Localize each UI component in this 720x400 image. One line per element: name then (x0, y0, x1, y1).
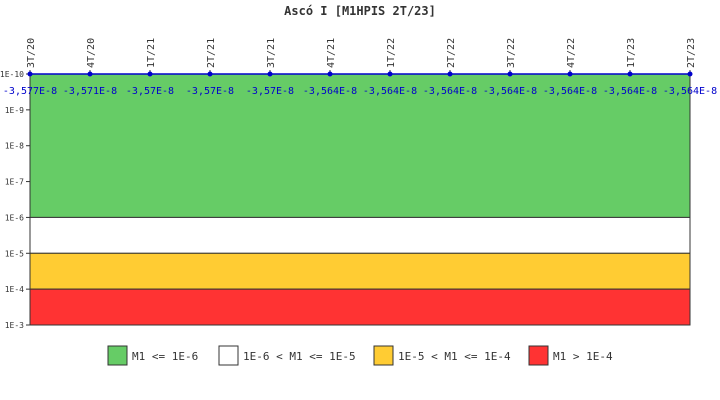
data-point (507, 71, 513, 77)
data-point (387, 71, 393, 77)
y-tick-label: 1E-9 (5, 106, 24, 115)
x-tick-label: 4T/22 (566, 38, 577, 68)
x-tick-label: 3T/20 (26, 38, 37, 68)
legend-label: M1 <= 1E-6 (132, 350, 198, 363)
data-label: -3,564E-8 (423, 86, 477, 97)
x-tick-label: 1T/21 (146, 38, 157, 68)
data-label: -3,571E-8 (63, 86, 117, 97)
x-tick-label: 4T/21 (326, 38, 337, 68)
data-point (687, 71, 693, 77)
data-label: -3,564E-8 (363, 86, 417, 97)
band-1 (29, 216, 691, 254)
legend-swatch (528, 345, 549, 366)
risk-bands (29, 73, 691, 326)
x-tick-label: 4T/20 (86, 38, 97, 68)
y-tick-label: 1E-10 (0, 70, 24, 79)
y-tick-label: 1E-4 (5, 285, 24, 294)
y-tick-label: 1E-6 (5, 213, 24, 222)
data-point (147, 71, 153, 77)
data-point (327, 71, 333, 77)
band-0 (29, 73, 691, 218)
x-tick-label: 3T/21 (266, 38, 277, 68)
x-tick-label: 1T/22 (386, 38, 397, 68)
x-axis-ticks: 3T/20 4T/20 1T/21 2T/21 3T/21 4T/21 1T/22 2T/22… (26, 38, 697, 74)
data-point (207, 71, 213, 77)
legend-swatch (373, 345, 394, 366)
x-tick-label: 2T/21 (206, 38, 217, 68)
legend-label: M1 > 1E-4 (553, 350, 613, 363)
y-tick-label: 1E-3 (5, 321, 24, 330)
point-labels: -3,577E-8 -3,571E-8 -3,57E-8 -3,57E-8 -3,57E… (3, 86, 717, 97)
legend-label: 1E-6 < M1 <= 1E-5 (243, 350, 356, 363)
legend-swatch (218, 345, 239, 366)
data-label: -3,577E-8 (3, 86, 57, 97)
y-tick-label: 1E-5 (5, 249, 24, 258)
data-point (447, 71, 453, 77)
data-label: -3,57E-8 (126, 86, 174, 97)
data-label: -3,564E-8 (663, 86, 717, 97)
data-label: -3,57E-8 (186, 86, 234, 97)
data-label: -3,564E-8 (303, 86, 357, 97)
chart-title: Ascó I [M1HPIS 2T/23] (284, 4, 436, 18)
data-label: -3,564E-8 (483, 86, 537, 97)
data-point (567, 71, 573, 77)
x-tick-label: 1T/23 (626, 38, 637, 68)
y-axis-ticks: 1E-10 1E-9 1E-8 1E-7 1E-6 1E-5 1E-4 1E-3 (0, 70, 30, 330)
y-tick-label: 1E-8 (5, 142, 24, 151)
data-label: -3,564E-8 (543, 86, 597, 97)
data-point (627, 71, 633, 77)
legend-swatch (107, 345, 128, 366)
legend: M1 <= 1E-6 1E-6 < M1 <= 1E-5 1E-5 < M1 <= … (107, 345, 613, 366)
data-label: -3,564E-8 (603, 86, 657, 97)
y-tick-label: 1E-7 (5, 178, 24, 187)
data-point (87, 71, 93, 77)
x-tick-label: 3T/22 (506, 38, 517, 68)
legend-label: 1E-5 < M1 <= 1E-4 (398, 350, 511, 363)
data-label: -3,57E-8 (246, 86, 294, 97)
data-point (27, 71, 33, 77)
band-2 (29, 252, 691, 290)
x-tick-label: 2T/23 (686, 38, 697, 68)
x-tick-label: 2T/22 (446, 38, 457, 68)
data-point (267, 71, 273, 77)
series-line (27, 71, 693, 77)
band-3 (29, 288, 691, 326)
